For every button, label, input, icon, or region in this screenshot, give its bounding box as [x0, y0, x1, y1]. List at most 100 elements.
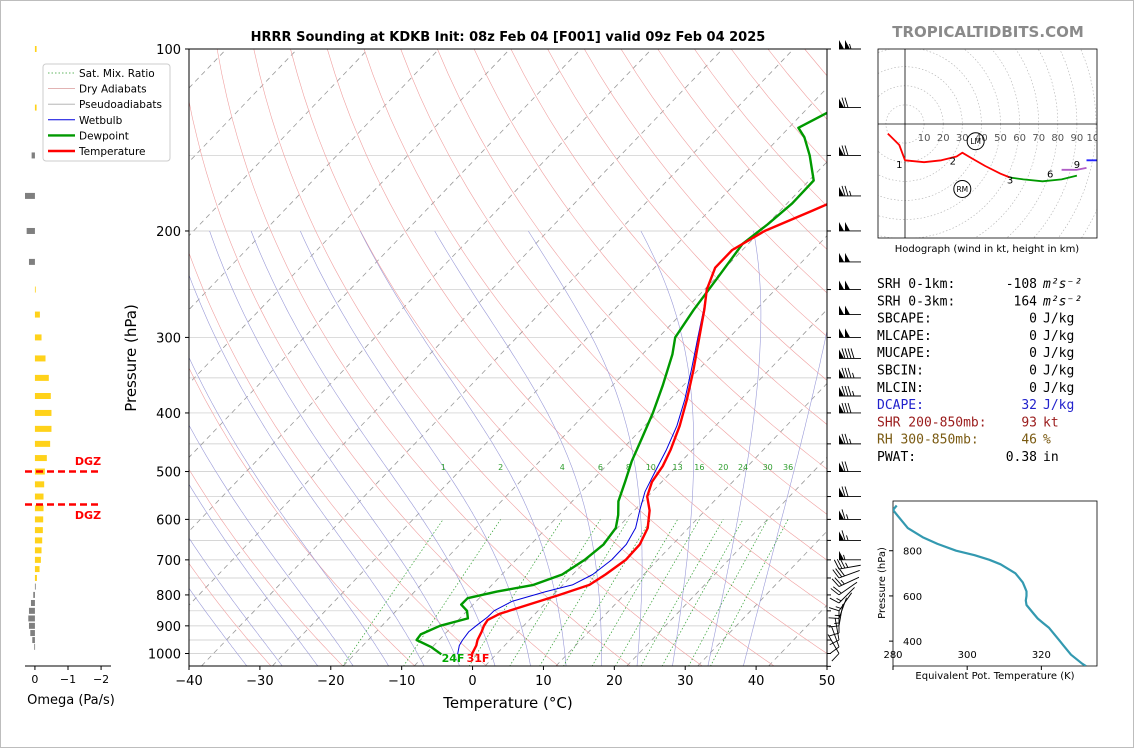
- barb-flag: [841, 530, 846, 541]
- hodograph-ring-label: 80: [1051, 133, 1064, 144]
- barb-flag: [829, 639, 840, 646]
- wind-barb: [839, 385, 861, 397]
- stat-label: SHR 200-850mb:: [877, 415, 987, 430]
- barb-flag: [841, 402, 846, 414]
- storm-motion-marker: [953, 179, 972, 198]
- barb-pennant: [839, 221, 844, 231]
- barb-staff: [838, 564, 861, 570]
- omega-bar: [34, 409, 52, 416]
- barb-flag: [844, 461, 849, 472]
- stat-label: MLCAPE:: [877, 329, 932, 344]
- pseudoadiabat-line: [250, 230, 496, 666]
- barb-staff: [838, 604, 844, 626]
- mixing-ratio-line: [661, 519, 744, 666]
- wind-barb: [839, 461, 861, 472]
- mixing-ratio-line: [509, 519, 601, 666]
- wind-barb: [839, 367, 861, 379]
- dry-adiabat-line: [473, 49, 827, 470]
- barb-flag: [831, 653, 840, 662]
- pseudoadiabat-line: [189, 424, 354, 666]
- x-tick-label: −30: [246, 674, 273, 689]
- y-tick-label: 100: [156, 43, 181, 58]
- mixing-ratio-line: [640, 519, 724, 666]
- stat-value: 164: [1014, 294, 1038, 309]
- barb-half-flag: [840, 579, 845, 585]
- stat-value: 32: [1021, 398, 1037, 413]
- wind-barb: [839, 305, 861, 316]
- barb-flag: [844, 385, 849, 397]
- hodograph-ring-label: 50: [994, 133, 1007, 144]
- theta-e-y-label: Pressure (hPa): [877, 547, 888, 619]
- barb-flag: [828, 617, 840, 619]
- barb-flag: [831, 578, 840, 587]
- omega-tick-label: −1: [60, 673, 76, 686]
- dgz-bottom-label: DGZ: [75, 509, 101, 522]
- hodograph-caption: Hodograph (wind in kt, height in km): [895, 244, 1080, 255]
- isotherm-line: [189, 49, 653, 532]
- wind-barb: [839, 530, 861, 541]
- wind-barb: [827, 634, 840, 662]
- omega-bar: [30, 599, 35, 606]
- barb-half-flag: [846, 535, 849, 541]
- dry-adiabat-line: [216, 49, 631, 666]
- omega-bar: [34, 455, 47, 462]
- pseudoadiabat-line: [189, 483, 319, 666]
- barb-staff: [838, 570, 860, 579]
- y-tick-label: 500: [156, 466, 181, 481]
- isotherm-line: [189, 49, 369, 237]
- omega-bar: [34, 286, 36, 293]
- omega-bar: [26, 227, 35, 234]
- y-tick-label: 800: [156, 589, 181, 604]
- barb-pennant: [839, 328, 844, 338]
- legend-entry-label: Temperature: [78, 146, 146, 158]
- surface-dewpoint-label: 24F: [442, 652, 465, 665]
- barb-flag: [828, 607, 840, 612]
- barb-flag: [841, 185, 846, 197]
- legend-entry-label: Dewpoint: [79, 130, 129, 142]
- omega-bar: [34, 566, 40, 573]
- barb-pennant: [839, 387, 844, 397]
- barb-pennant: [839, 462, 844, 472]
- dry-adiabat-line: [189, 252, 488, 666]
- dry-adiabat-line: [547, 49, 827, 381]
- pseudoadiabat-line: [528, 230, 643, 666]
- barb-staff: [838, 576, 860, 587]
- hodograph-ring-label: 100: [1086, 133, 1105, 144]
- stat-unit: J/kg: [1043, 398, 1074, 413]
- y-tick-label: 900: [156, 620, 181, 635]
- barb-flag: [841, 486, 846, 497]
- pseudoadiabat-line: [209, 230, 460, 666]
- x-tick-label: 10: [535, 674, 552, 689]
- omega-bar: [31, 152, 35, 159]
- barb-flag: [844, 367, 849, 379]
- theta-e-x-tick-label: 320: [1032, 650, 1051, 661]
- hodograph-height-label: 2: [950, 156, 956, 167]
- wind-barb: [829, 618, 840, 646]
- isotherm-line: [272, 87, 827, 666]
- mixing-ratio-label: 20: [718, 463, 728, 472]
- hodograph-panel: 10 20 30 40 50 60 70 80 90 100 1 2 3 6 9 LM RM: [877, 48, 1105, 239]
- dry-adiabat-line: [189, 367, 416, 666]
- wind-barb: [839, 40, 861, 50]
- stat-unit: J/kg: [1043, 329, 1074, 344]
- barb-flag: [841, 461, 846, 472]
- y-tick-label: 200: [156, 225, 181, 240]
- hodograph-height-label: 6: [1047, 170, 1053, 181]
- hodograph-segment-6-9km: [1061, 167, 1087, 171]
- hodograph-ring-label: 40: [975, 133, 988, 144]
- isotherm-line: [413, 235, 827, 666]
- barb-flag: [844, 185, 849, 197]
- barb-flag: [828, 632, 840, 637]
- mixing-ratio-label: 36: [783, 463, 793, 472]
- barb-staff: [831, 626, 840, 648]
- omega-bar: [34, 481, 45, 488]
- wind-barb: [828, 611, 840, 637]
- stat-label: PWAT:: [877, 450, 916, 465]
- pseudoadiabat-line: [743, 329, 827, 666]
- barb-flag: [836, 559, 843, 569]
- barb-flag: [841, 509, 846, 520]
- barb-pennant: [845, 305, 850, 315]
- barb-flag: [844, 97, 849, 108]
- skewt-legend: Sat. Mix. Ratio Dry Adiabats Pseudoadiabat…: [42, 63, 171, 162]
- omega-bar: [34, 574, 37, 581]
